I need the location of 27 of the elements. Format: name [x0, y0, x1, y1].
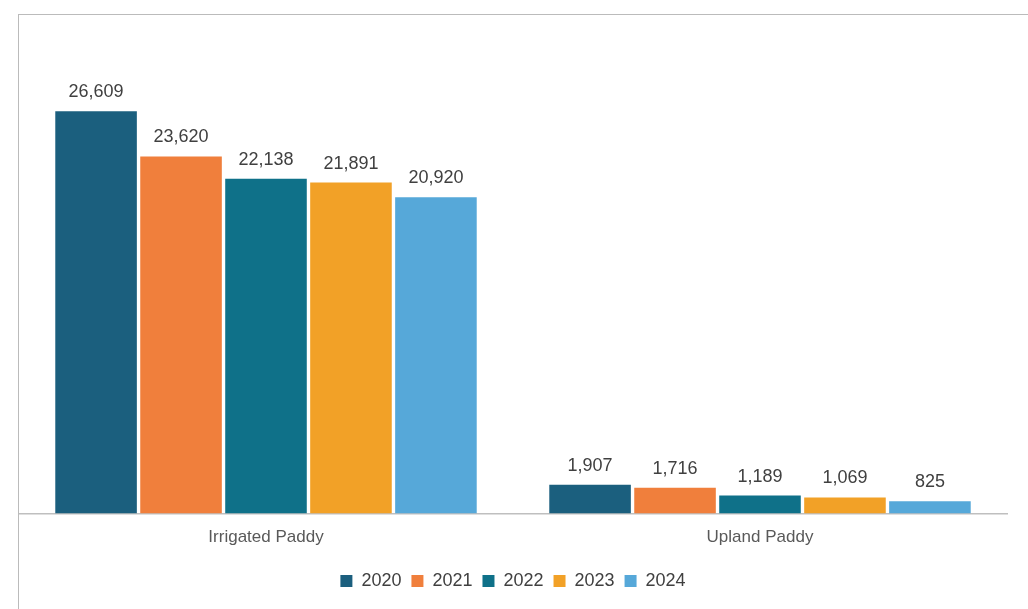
bar: [634, 487, 716, 514]
x-tick-label: Irrigated Paddy: [208, 527, 325, 547]
bar: [719, 495, 801, 514]
legend-label: 2024: [645, 569, 686, 590]
bar: [889, 501, 971, 514]
data-label: 26,609: [68, 81, 124, 102]
bar: [140, 156, 222, 514]
bar: [55, 111, 137, 514]
data-label: 1,907: [567, 454, 613, 475]
data-label: 23,620: [153, 126, 209, 147]
data-label: 20,920: [408, 167, 464, 188]
data-label: 22,138: [238, 148, 294, 169]
bar: [804, 497, 886, 514]
data-label: 1,716: [652, 457, 698, 478]
data-label: 1,069: [822, 467, 868, 488]
data-label: 825: [914, 471, 945, 492]
x-tick-label: Upland Paddy: [706, 527, 814, 547]
legend-label: 2020: [361, 569, 402, 590]
legend-label: 2022: [503, 569, 544, 590]
data-label: 1,189: [737, 465, 783, 486]
bar: [310, 182, 392, 514]
legend-label: 2023: [574, 569, 615, 590]
bar: [225, 178, 307, 514]
legend-label: 2021: [432, 569, 473, 590]
data-label: 21,891: [323, 152, 379, 173]
bar: [395, 197, 477, 514]
bar: [549, 484, 631, 514]
